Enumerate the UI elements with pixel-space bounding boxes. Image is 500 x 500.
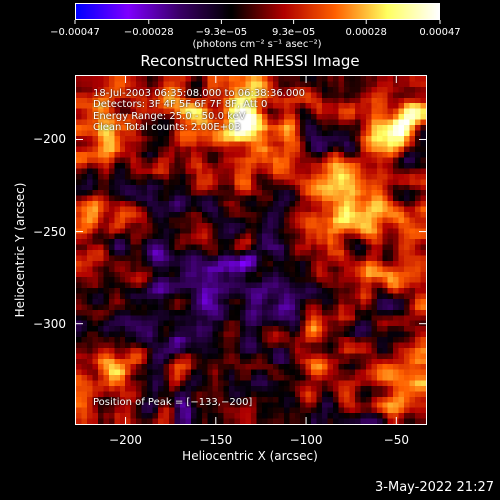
colorbar-tick-label: −9.3e−05 [195, 27, 248, 38]
x-tick-label: −50 [383, 433, 409, 447]
plot-area [75, 75, 427, 425]
y-tick-label: −250 [33, 224, 66, 239]
colorbar-unit-label: (photons cm⁻² s⁻¹ asec⁻²) [192, 39, 322, 50]
y-tick-label: −200 [33, 132, 66, 147]
colorbar-tick-label: 9.3e−05 [272, 27, 316, 38]
annotation-energy: Energy Range: 25.0 - 50.0 keV [93, 111, 246, 122]
heatmap-image [76, 76, 426, 424]
colorbar [75, 3, 440, 20]
x-tick-label: −150 [199, 433, 233, 447]
y-axis-label: Heliocentric Y (arcsec) [13, 182, 27, 318]
colorbar-tick-label: 0.00028 [345, 27, 387, 38]
annotation-peak-position: Position of Peak = [−133,−200] [93, 397, 253, 408]
colorbar-tick-label: 0.00047 [419, 27, 461, 38]
plot-timestamp: 3-May-2022 21:27 [375, 480, 494, 495]
y-tick-label: −300 [33, 316, 66, 331]
x-tick-label: −200 [109, 433, 143, 447]
colorbar-tick-label: −0.00028 [123, 27, 174, 38]
x-tick-label: −100 [289, 433, 323, 447]
annotation-method: Clean Total counts: 2.00E+03 [93, 122, 241, 133]
annotation-detectors: Detectors: 3F 4F 5F 6F 7F 8F, Att 0 [93, 99, 268, 110]
chart-title: Reconstructed RHESSI Image [140, 52, 360, 70]
colorbar-tick-label: −0.00047 [50, 27, 100, 38]
annotation-time-range: 18-Jul-2003 06:35:08.000 to 06:38:36.000 [93, 88, 305, 99]
x-axis-label: Heliocentric X (arcsec) [182, 449, 318, 463]
